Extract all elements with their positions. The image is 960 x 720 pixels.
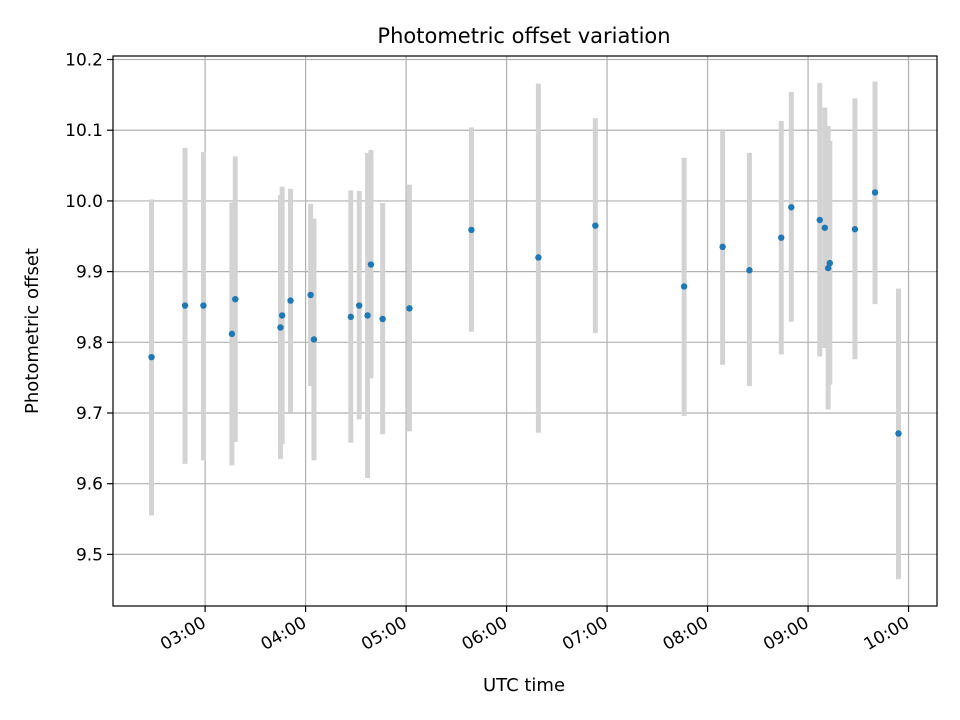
data-point (468, 226, 475, 234)
data-point (277, 324, 284, 331)
data-point (851, 226, 859, 233)
chart-title: Photometric offset variation (377, 24, 670, 48)
data-point (824, 264, 832, 272)
y-axis-title: Photometric offset (22, 248, 43, 414)
y-tick-label: 9.7 (76, 404, 103, 424)
y-tick-label: 10.2 (65, 51, 103, 71)
data-point (816, 216, 823, 224)
data-point (778, 234, 785, 241)
data-point (364, 312, 371, 319)
y-axis-ticks: 9.5 9.6 9.7 9.8 9.9 10.0 10.1 10.2 (65, 51, 113, 565)
y-tick-label: 10.1 (65, 121, 103, 141)
data-point (788, 204, 795, 211)
y-tick-label: 9.9 (76, 263, 103, 283)
data-point (535, 254, 542, 261)
data-point (871, 189, 879, 196)
x-axis-title: UTC time (483, 675, 565, 696)
data-point (347, 313, 355, 321)
data-point (355, 302, 363, 309)
data-point (746, 267, 753, 274)
y-tick-label: 10.0 (65, 192, 103, 212)
y-tick-label: 9.5 (76, 545, 103, 565)
data-point (148, 353, 155, 361)
data-point (232, 295, 239, 303)
data-point (406, 305, 413, 312)
data-points (148, 189, 902, 437)
data-point (228, 330, 236, 338)
data-point (719, 243, 726, 251)
data-point (278, 312, 286, 319)
y-tick-label: 9.8 (76, 333, 103, 353)
data-point (680, 283, 688, 290)
data-point (821, 224, 828, 231)
data-point (181, 302, 189, 309)
data-point (307, 291, 314, 299)
data-point (592, 222, 599, 229)
plot-area-frame (112, 55, 938, 607)
data-point (310, 336, 318, 343)
data-point (379, 315, 386, 323)
y-tick-label: 9.6 (76, 475, 103, 495)
grid (113, 56, 937, 606)
data-point (367, 261, 375, 268)
data-point (826, 259, 834, 267)
data-point (200, 302, 207, 309)
data-point (287, 297, 294, 304)
data-point (895, 430, 902, 437)
